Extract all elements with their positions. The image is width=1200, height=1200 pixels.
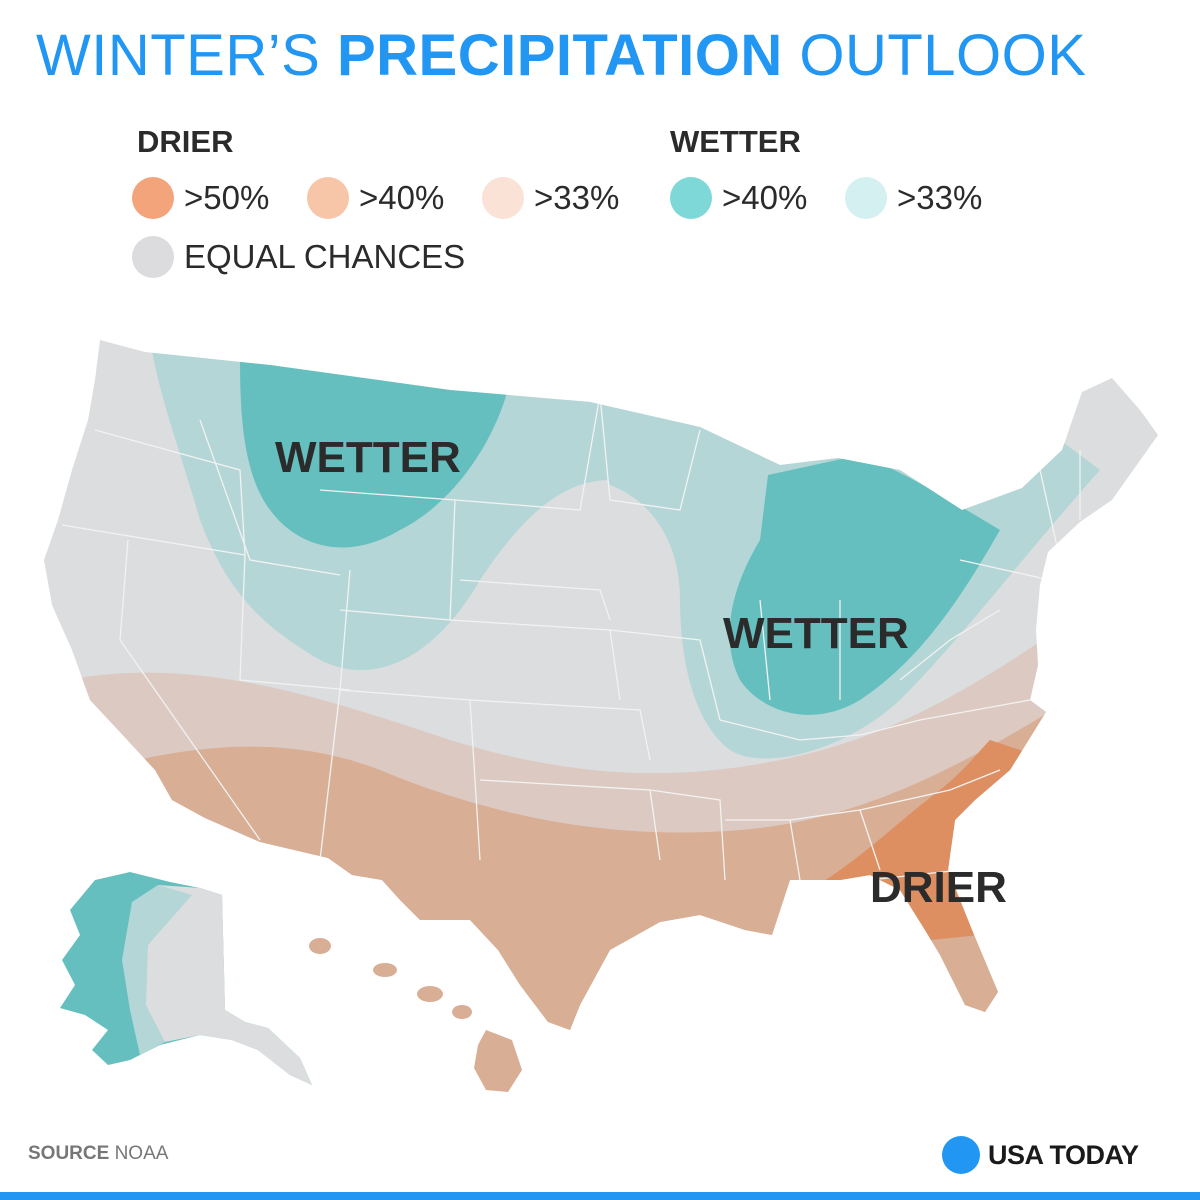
state-border: [899, 609, 1001, 681]
legend-drier-50: >50%: [132, 176, 269, 220]
northwest-wet40-area: [240, 350, 510, 548]
state-border: [959, 559, 1051, 581]
state-border: [454, 394, 601, 511]
hawaii-island: [373, 963, 397, 977]
state-border: [119, 539, 261, 841]
legend-swatch: [307, 177, 349, 219]
bottom-rule: [0, 1192, 1200, 1200]
alaska-equal-area: [132, 885, 312, 1085]
legend-drier-heading: DRIER: [137, 124, 234, 159]
hawaii-islands: [309, 938, 522, 1092]
source-label: SOURCE: [28, 1143, 110, 1164]
legend-equal-chances: EQUAL CHANCES: [132, 235, 465, 279]
legend-swatch: [845, 177, 887, 219]
state-border: [94, 429, 246, 556]
state-border: [599, 394, 701, 511]
legend-swatch: [132, 236, 174, 278]
hawaii-big-island: [474, 1030, 522, 1092]
legend-wetter-40: >40%: [670, 176, 807, 220]
legend-swatch: [132, 177, 174, 219]
state-border: [469, 699, 651, 761]
state-border: [239, 554, 351, 691]
legend-wetter-heading: WETTER: [670, 124, 801, 159]
state-border: [719, 699, 1031, 741]
state-border: [759, 599, 771, 701]
map-label-drier-southeast: DRIER: [870, 863, 1007, 912]
legend-text: >33%: [897, 179, 983, 216]
legend-text: EQUAL CHANCES: [184, 238, 466, 275]
map-label-wetter-ohio-valley: WETTER: [723, 609, 909, 658]
legend-swatch: [482, 177, 524, 219]
legend-text: >33%: [534, 179, 620, 216]
state-border: [319, 489, 456, 621]
ohio-valley-wet40-area: [729, 455, 1000, 715]
state-border: [859, 769, 1001, 811]
source-name: NOAA: [109, 1143, 169, 1164]
usa-today-logo-text: USA TODAY: [988, 1139, 1139, 1170]
title-part-1: WINTER’S: [36, 23, 337, 88]
title-part-3: OUTLOOK: [782, 23, 1087, 88]
state-border: [61, 524, 246, 556]
legend-drier-40: >40%: [307, 176, 444, 220]
usa-today-logo: USA TODAY: [942, 1136, 1139, 1174]
state-border: [459, 579, 611, 621]
hawaii-island: [309, 938, 331, 954]
title-part-2: PRECIPITATION: [336, 23, 783, 88]
legend-text: >50%: [184, 179, 270, 216]
alaska-map: [60, 872, 312, 1085]
legend-text: >40%: [722, 179, 808, 216]
state-borders: [61, 394, 1081, 881]
legend-text: >40%: [359, 179, 445, 216]
state-border: [649, 789, 726, 881]
source-credit: SOURCE NOAA: [28, 1143, 168, 1165]
hawaii-island: [452, 1005, 472, 1019]
state-border: [609, 629, 721, 721]
map-label-wetter-northwest: WETTER: [275, 433, 461, 482]
legend-drier-33: >33%: [482, 176, 619, 220]
legend-swatch: [670, 177, 712, 219]
alaska-wet33-area: [122, 885, 192, 1055]
legend-wetter-33: >33%: [845, 176, 982, 220]
page-title: WINTER’S PRECIPITATION OUTLOOK: [36, 22, 1086, 89]
usa-today-logo-dot: [942, 1136, 980, 1174]
state-border: [869, 869, 961, 881]
state-border: [199, 419, 341, 576]
hawaii-island: [417, 986, 443, 1002]
